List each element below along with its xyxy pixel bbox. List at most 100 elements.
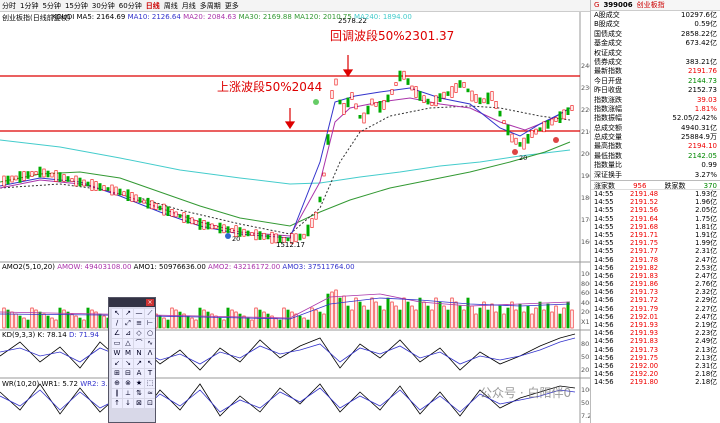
axis-tick-label: 2200 bbox=[581, 106, 598, 114]
palette-titlebar[interactable]: × bbox=[109, 298, 155, 307]
tick-time: 14:56 bbox=[594, 296, 614, 305]
volume-bar bbox=[362, 305, 366, 329]
candlestick bbox=[570, 105, 574, 111]
volume-bar bbox=[330, 291, 334, 329]
drawing-tools-palette[interactable]: × ↖ ↗ — ⟋ ∕ ⤢ ≡ ⊢ ∠ ⊿ ◇ ○ ▭ △ ⌒ ∿ W M N Λ ↙ ↘ ↗ ↖ ⊞ ⊟ A T ⊕ ⊗ ★ ⬚ ∥ ⟂ ⇅ ≈ ↑ ↓… bbox=[108, 297, 156, 423]
tick-price: 2191.52 bbox=[630, 198, 659, 207]
draw-tool-button[interactable]: ⤢ bbox=[123, 319, 133, 328]
kline-panel-bg bbox=[0, 12, 590, 262]
draw-tool-button[interactable]: ↘ bbox=[123, 359, 133, 368]
candlestick bbox=[538, 127, 542, 131]
tick-row: 14:55 2191.68 1.81亿 bbox=[591, 223, 720, 231]
period-tab-3[interactable]: 15分钟 bbox=[64, 1, 88, 10]
draw-tool-button[interactable]: ↖ bbox=[145, 359, 155, 368]
draw-tool-button[interactable]: — bbox=[134, 309, 144, 318]
tick-volume: 1.99亿 bbox=[695, 239, 717, 248]
draw-tool-button[interactable]: T bbox=[145, 369, 155, 378]
draw-tool-button[interactable]: ≈ bbox=[145, 389, 155, 398]
draw-tool-button[interactable]: ↓ bbox=[123, 399, 133, 408]
volume-bar bbox=[386, 297, 390, 329]
draw-tool-button[interactable]: W bbox=[112, 349, 122, 358]
draw-tool-button[interactable]: ↗ bbox=[134, 359, 144, 368]
draw-tool-button[interactable]: ⊞ bbox=[112, 369, 122, 378]
tick-time: 14:56 bbox=[594, 271, 614, 280]
draw-tool-button[interactable]: ↖ bbox=[112, 309, 122, 318]
candlestick bbox=[430, 102, 434, 106]
stat-row: 指数振幅 52.05/2.42% bbox=[591, 114, 720, 123]
draw-tool-button[interactable]: ↑ bbox=[112, 399, 122, 408]
close-icon[interactable]: × bbox=[146, 299, 154, 306]
draw-tool-button[interactable]: ⇅ bbox=[134, 389, 144, 398]
volume-bar bbox=[542, 309, 546, 329]
draw-tool-button[interactable]: ○ bbox=[145, 329, 155, 338]
candlestick bbox=[530, 130, 534, 138]
draw-tool-button[interactable]: △ bbox=[123, 339, 133, 348]
volume-bar bbox=[358, 301, 362, 329]
draw-tool-button[interactable]: ▭ bbox=[112, 339, 122, 348]
draw-tool-button[interactable]: ⟂ bbox=[123, 389, 133, 398]
tick-list[interactable]: 14:55 2191.48 1.93亿 14:55 2191.52 1.96亿 14:55 2… bbox=[591, 190, 720, 387]
draw-tool-button[interactable]: ⊢ bbox=[145, 319, 155, 328]
tick-row: 14:56 2191.78 2.47亿 bbox=[591, 256, 720, 264]
volume-bar bbox=[534, 307, 538, 329]
tick-price: 2192.01 bbox=[630, 312, 659, 321]
chart-area[interactable]: 2578.22 1512.17 回调波段50%2301.37 上涨波段50%20… bbox=[0, 12, 590, 423]
candlestick bbox=[534, 128, 538, 135]
draw-tool-button[interactable]: ⌒ bbox=[134, 339, 144, 348]
ma-green bbox=[0, 141, 571, 227]
volume-bar bbox=[298, 315, 302, 329]
draw-tool-button[interactable]: ∠ bbox=[112, 329, 122, 338]
draw-tool-button[interactable]: ⊡ bbox=[145, 399, 155, 408]
period-tab-7[interactable]: 周线 bbox=[163, 1, 178, 10]
volume-bar bbox=[78, 317, 82, 329]
draw-tool-button[interactable]: ↙ bbox=[112, 359, 122, 368]
period-tab-1[interactable]: 1分钟 bbox=[20, 1, 39, 10]
period-tab-5[interactable]: 60分钟 bbox=[118, 1, 142, 10]
stat-row: B股成交 0.59亿 bbox=[591, 20, 720, 29]
kdj-label: KD(9,3,3) bbox=[2, 331, 36, 339]
index-stats: A股成交 10297.6亿 B股成交 0.59亿 国债成交 2858.22亿 基金成交 673… bbox=[591, 11, 720, 180]
tick-price: 2191.72 bbox=[630, 296, 659, 305]
candlestick bbox=[94, 181, 98, 191]
candlestick bbox=[214, 225, 218, 229]
draw-tool-button[interactable]: ∕ bbox=[112, 319, 122, 328]
draw-tool-button[interactable]: ⊟ bbox=[123, 369, 133, 378]
candlestick bbox=[78, 177, 82, 187]
period-tab-6[interactable]: 日线 bbox=[145, 1, 160, 10]
candlestick bbox=[550, 118, 554, 126]
volume-bar bbox=[22, 317, 26, 329]
breadth-header: 涨家数 956 跌家数 370 bbox=[591, 180, 720, 191]
period-tab-8[interactable]: 月线 bbox=[181, 1, 196, 10]
period-tab-0[interactable]: 分时 bbox=[2, 1, 16, 10]
draw-tool-button[interactable]: ⊿ bbox=[123, 329, 133, 338]
period-tab-2[interactable]: 5分钟 bbox=[42, 1, 61, 10]
draw-tool-button[interactable]: ⊗ bbox=[123, 379, 133, 388]
candlestick bbox=[322, 172, 326, 177]
tick-time: 14:56 bbox=[594, 280, 614, 289]
draw-tool-button[interactable]: ∥ bbox=[112, 389, 122, 398]
candlestick bbox=[250, 232, 254, 236]
period-tab-9[interactable]: 多周期 bbox=[199, 1, 221, 10]
draw-tool-button[interactable]: ★ bbox=[134, 379, 144, 388]
main-title-text: 创业板指(日线前复权) bbox=[2, 14, 71, 22]
ma30-value: MA30: 2169.88 bbox=[238, 13, 292, 21]
draw-tool-button[interactable]: ⬚ bbox=[145, 379, 155, 388]
candlestick bbox=[58, 172, 62, 182]
draw-tool-button[interactable]: ⊕ bbox=[112, 379, 122, 388]
draw-tool-button[interactable]: ↗ bbox=[123, 309, 133, 318]
draw-tool-button[interactable]: M bbox=[123, 349, 133, 358]
volume-bar bbox=[54, 319, 58, 329]
draw-tool-button[interactable]: ⟋ bbox=[145, 309, 155, 318]
draw-tool-button[interactable]: Λ bbox=[145, 349, 155, 358]
candlestick bbox=[510, 133, 514, 143]
draw-tool-button[interactable]: A bbox=[134, 369, 144, 378]
draw-tool-button[interactable]: ≡ bbox=[134, 319, 144, 328]
volume-bar bbox=[246, 317, 250, 329]
period-tab-4[interactable]: 30分钟 bbox=[91, 1, 115, 10]
draw-tool-button[interactable]: ◇ bbox=[134, 329, 144, 338]
period-tab-10[interactable]: 更多 bbox=[224, 1, 239, 10]
draw-tool-button[interactable]: N bbox=[134, 349, 144, 358]
draw-tool-button[interactable]: ∿ bbox=[145, 339, 155, 348]
stat-value: 3.27% bbox=[694, 170, 717, 179]
draw-tool-button[interactable]: ⊠ bbox=[134, 399, 144, 408]
